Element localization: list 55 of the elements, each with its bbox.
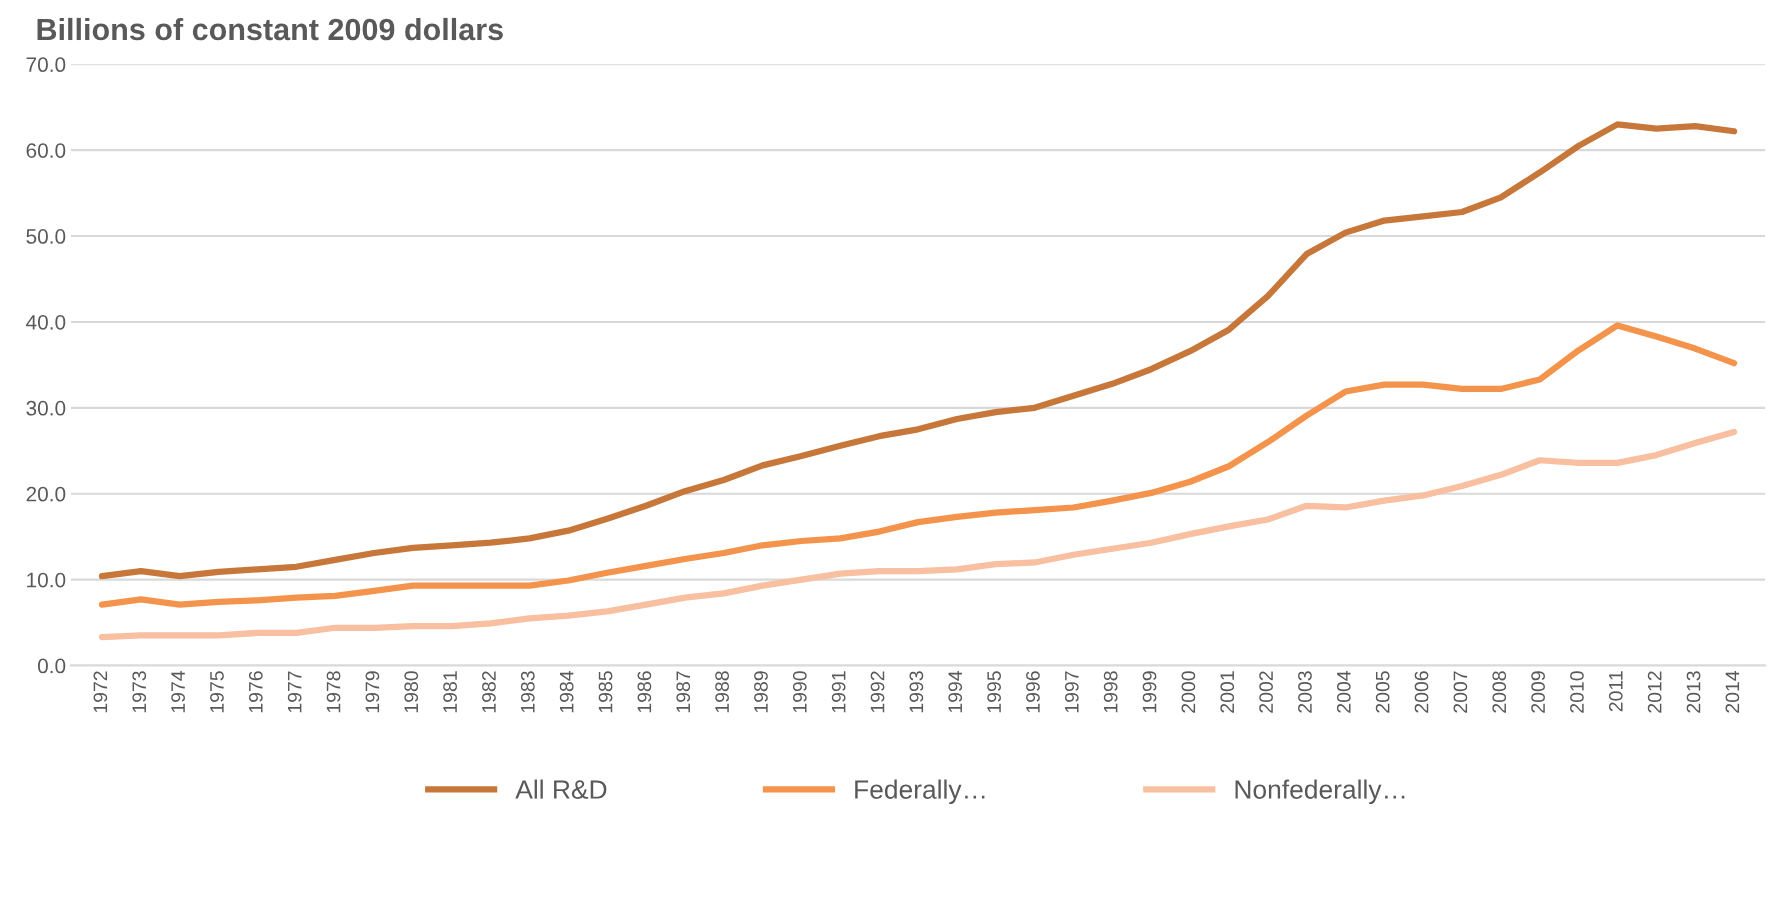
x-tick-label: 2008 [1492, 671, 1507, 713]
x-tick-label: 2010 [1570, 671, 1584, 713]
x-tick-label: 1986 [637, 671, 652, 713]
x-tick-label: 2002 [1259, 671, 1273, 713]
legend-label: Federally… [855, 779, 985, 805]
x-tick-label: 1991 [831, 671, 846, 713]
x-tick-label: 2009 [1531, 671, 1545, 713]
x-tick-label: 2013 [1686, 671, 1701, 713]
x-tick-label: 1999 [1142, 671, 1157, 713]
x-tick-label: 1977 [287, 671, 302, 713]
y-tick-label: 40.0 [26, 314, 66, 330]
x-tick-label: 2012 [1647, 671, 1662, 713]
x-tick-label: 2001 [1220, 671, 1235, 713]
x-tick-label: 2005 [1375, 671, 1390, 713]
x-tick-label: 1993 [909, 671, 924, 713]
x-tick-label: 1983 [520, 671, 535, 713]
y-tick-label: 10.0 [27, 572, 66, 588]
x-tick-label: 2014 [1725, 670, 1740, 713]
x-tick-label: 1973 [132, 671, 147, 713]
x-tick-label: 2000 [1181, 671, 1196, 713]
x-tick-label: 1989 [754, 671, 768, 713]
x-tick-label: 1997 [1064, 671, 1079, 713]
x-tick-label: 2004 [1336, 670, 1351, 713]
x-tick-label: 1988 [715, 671, 729, 713]
x-tick-label: 1979 [365, 671, 380, 713]
x-tick-label: 1976 [248, 671, 263, 713]
x-tick-label: 1975 [210, 671, 224, 713]
x-tick-label: 1995 [987, 671, 1001, 713]
x-tick-label: 1984 [559, 670, 574, 713]
y-tick-label: 50.0 [26, 229, 66, 244]
x-tick-label: 2011 [1608, 671, 1623, 712]
x-tick-label: 1972 [93, 671, 108, 713]
x-tick-label: 1978 [326, 671, 341, 713]
x-tick-label: 1987 [676, 671, 691, 713]
x-tick-label: 1980 [404, 671, 419, 713]
chart-title: Billions of constant 2009 dollars [37, 17, 503, 41]
y-tick-label: 60.0 [26, 143, 66, 158]
legend-label: All R&D [515, 779, 607, 799]
x-tick-label: 2006 [1414, 671, 1429, 713]
y-tick-label: 20.0 [26, 486, 66, 502]
x-tick-label: 1990 [792, 671, 807, 713]
x-tick-label: 1982 [482, 671, 496, 713]
y-tick-label: 70.0 [26, 57, 66, 73]
x-tick-label: 2003 [1298, 671, 1312, 713]
x-tick-label: 2007 [1453, 671, 1468, 713]
x-tick-label: 1998 [1103, 671, 1118, 713]
y-tick-label: 30.0 [26, 400, 66, 416]
x-tick-label: 1994 [948, 670, 963, 713]
x-tick-label: 1996 [1026, 671, 1040, 713]
x-tick-label: 1985 [598, 671, 613, 713]
x-tick-label: 1992 [870, 671, 885, 713]
legend-label: Nonfederally… [1235, 779, 1405, 805]
y-tick-label: 0.0 [37, 658, 66, 674]
x-tick-label: 1974 [171, 670, 185, 713]
x-tick-label: 1981 [443, 671, 457, 713]
